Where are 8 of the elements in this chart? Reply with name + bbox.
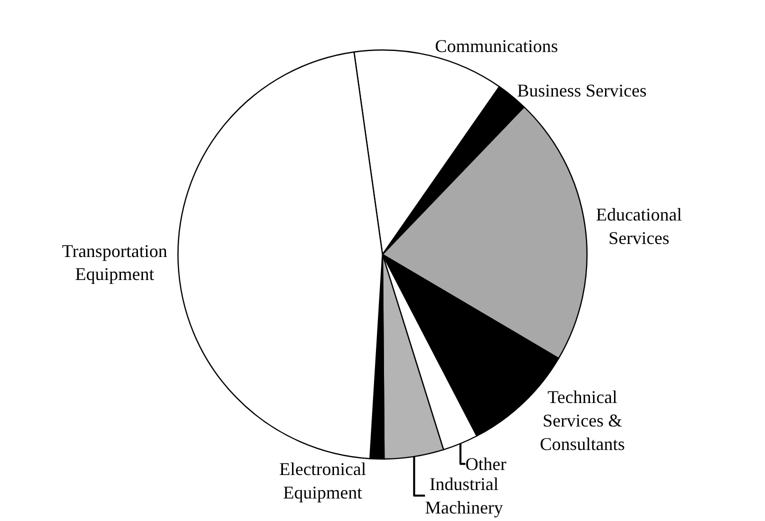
- slice-label: Other: [465, 454, 506, 474]
- slice-label: Electronical Equipment: [279, 458, 366, 502]
- slice-label: Technical Services & Consultants: [540, 387, 625, 454]
- slice-label: Educational Services: [596, 204, 682, 248]
- slice-label: Transportation Equipment: [62, 240, 168, 284]
- slice-label: Industrial Machinery: [424, 474, 503, 518]
- slice-label: Communications: [434, 36, 558, 56]
- slice-label: Business Services: [517, 80, 647, 100]
